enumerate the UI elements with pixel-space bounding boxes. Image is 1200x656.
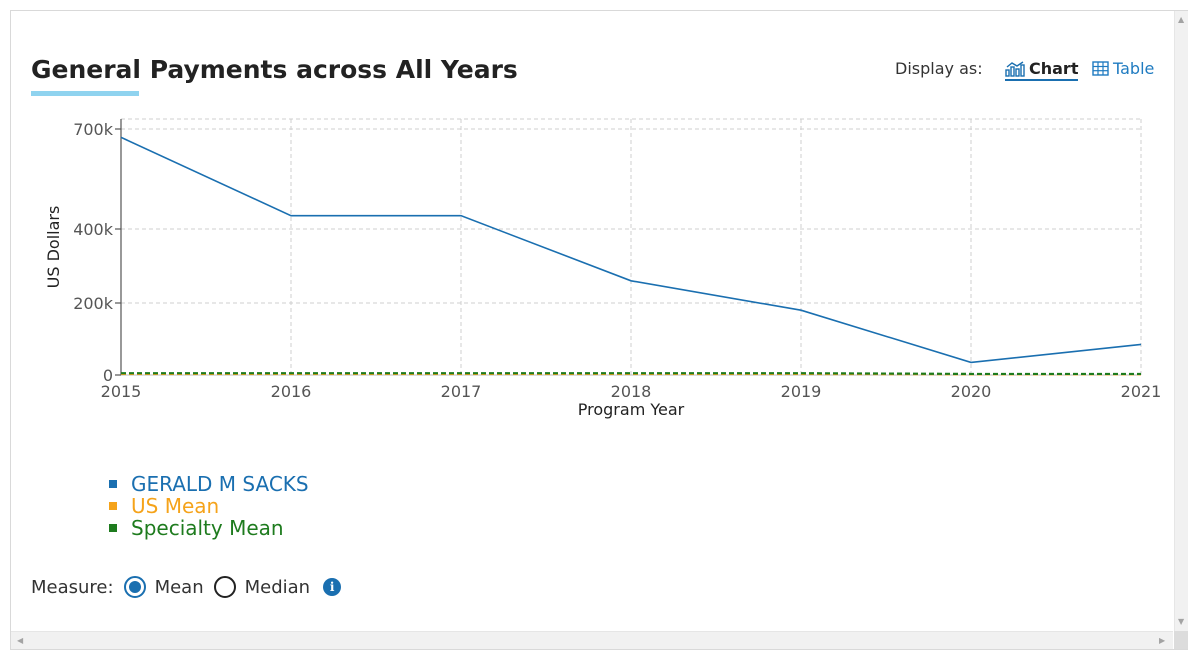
legend-label: Specialty Mean bbox=[131, 516, 284, 540]
median-radio-label[interactable]: Median bbox=[244, 576, 311, 598]
y-tick-label: 700k bbox=[73, 120, 114, 139]
legend-swatch bbox=[109, 480, 117, 488]
payments-panel: General Payments across All Years Displa… bbox=[10, 10, 1188, 650]
chart-view-label: Chart bbox=[1029, 59, 1079, 78]
info-icon[interactable]: i bbox=[323, 578, 342, 596]
series-line-gerald-m-sacks bbox=[120, 136, 1142, 364]
x-tick-label: 2015 bbox=[101, 382, 142, 401]
legend-item[interactable]: US Mean bbox=[109, 494, 309, 518]
x-tick-label: 2018 bbox=[611, 382, 652, 401]
legend-item[interactable]: Specialty Mean bbox=[109, 516, 309, 540]
mean-radio-label[interactable]: Mean bbox=[154, 576, 204, 598]
horizontal-scrollbar[interactable]: ◀ ▶ bbox=[11, 631, 1173, 649]
median-radio[interactable] bbox=[213, 576, 236, 598]
scroll-down-icon[interactable]: ▼ bbox=[1178, 617, 1185, 626]
x-tick-label: 2019 bbox=[781, 382, 822, 401]
vertical-scrollbar[interactable]: ▲ ▼ bbox=[1174, 11, 1188, 649]
y-tick-label: 200k bbox=[73, 294, 114, 313]
x-axis-title: Program Year bbox=[578, 400, 685, 419]
scroll-left-icon[interactable]: ◀ bbox=[17, 636, 24, 645]
y-tick-label: 0 bbox=[103, 366, 113, 385]
legend-item[interactable]: GERALD M SACKS bbox=[109, 472, 309, 496]
table-view-toggle[interactable]: Table bbox=[1092, 59, 1154, 78]
x-tick-label: 2017 bbox=[441, 382, 482, 401]
x-tick-label: 2020 bbox=[951, 382, 992, 401]
legend-label: US Mean bbox=[131, 494, 220, 518]
display-as-label: Display as: bbox=[895, 59, 983, 78]
mean-radio[interactable] bbox=[123, 576, 146, 598]
legend-swatch bbox=[109, 524, 117, 532]
x-tick-label: 2016 bbox=[271, 382, 312, 401]
line-chart: 0 200k 400k 700k 2015 2016 2017 2018 2019 2020 202… bbox=[44, 118, 1162, 419]
chart-view-toggle[interactable]: Chart bbox=[1005, 59, 1079, 81]
measure-label: Measure: bbox=[31, 576, 114, 598]
x-tick-label: 2021 bbox=[1121, 382, 1162, 401]
legend-label: GERALD M SACKS bbox=[131, 472, 309, 496]
chart-legend: GERALD M SACKS US Mean Specialty Mean bbox=[109, 472, 309, 540]
table-view-label: Table bbox=[1113, 59, 1155, 78]
title-underline bbox=[31, 91, 139, 96]
scroll-right-icon[interactable]: ▶ bbox=[1159, 636, 1166, 645]
legend-swatch bbox=[109, 502, 117, 510]
measure-control: Measure: Mean Median i bbox=[31, 576, 342, 598]
page-title: General Payments across All Years bbox=[31, 55, 518, 84]
series-line-specialty-mean bbox=[121, 372, 1141, 376]
scrollbar-corner bbox=[1174, 631, 1188, 649]
y-axis-title: US Dollars bbox=[44, 206, 63, 289]
scroll-up-icon[interactable]: ▲ bbox=[1178, 15, 1185, 24]
table-grid-icon bbox=[1092, 61, 1109, 76]
y-tick-label: 400k bbox=[73, 220, 114, 239]
bar-chart-icon bbox=[1005, 60, 1025, 77]
